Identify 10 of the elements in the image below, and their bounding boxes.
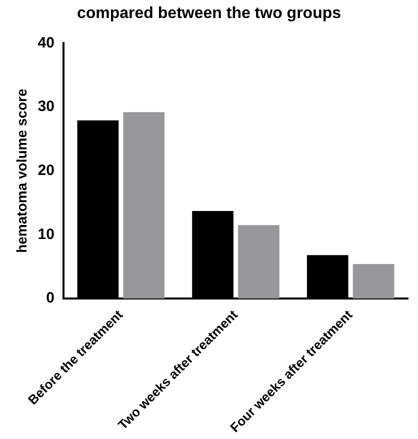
y-tick-label: 30	[38, 98, 54, 116]
bar	[238, 225, 280, 298]
bar	[352, 264, 394, 298]
y-tick-label: 40	[38, 34, 54, 52]
chart-title: compared between the two groups	[76, 5, 342, 22]
y-tick-label: 20	[38, 162, 54, 179]
y-axis-title: hematoma volume score	[13, 88, 30, 253]
y-tick-label: 10	[38, 226, 54, 243]
y-tick-label: 0	[46, 290, 54, 307]
bar	[123, 112, 165, 298]
